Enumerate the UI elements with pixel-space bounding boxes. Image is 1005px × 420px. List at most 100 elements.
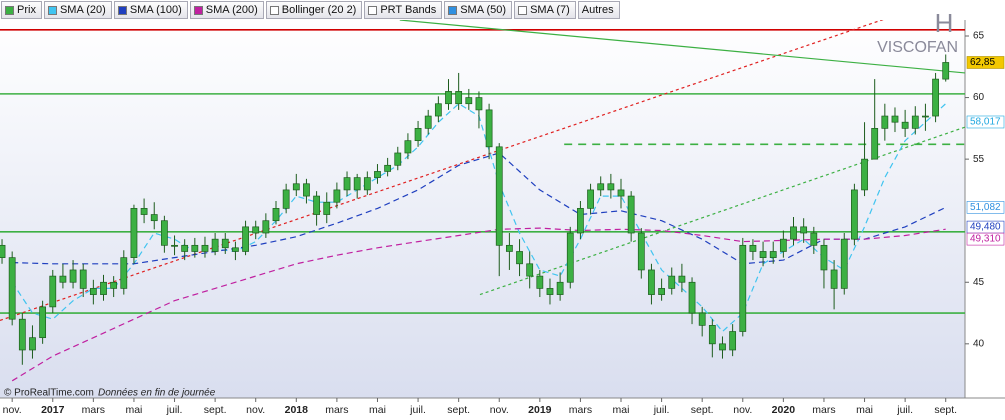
x-tick-label: mars <box>325 404 348 416</box>
legend-button[interactable]: SMA (50) <box>444 1 513 19</box>
candle-body <box>171 244 178 247</box>
candle-body <box>221 238 229 249</box>
x-tick-label: mai <box>369 404 386 416</box>
legend-label: SMA (100) <box>129 3 182 16</box>
legend-swatch <box>117 5 127 15</box>
candle-body <box>577 208 584 234</box>
legend-label: SMA (200) <box>205 3 258 16</box>
candle-body <box>658 288 665 295</box>
candle-body <box>688 281 696 314</box>
candle-body <box>160 220 168 246</box>
x-tick-label: nov. <box>246 404 265 416</box>
candle-body <box>607 183 615 191</box>
candle-body <box>100 281 107 295</box>
data-note: Données en fin de journée <box>98 388 216 399</box>
price-label: 49,310 <box>970 234 1001 245</box>
legend-button[interactable]: PRT Bands <box>364 1 443 19</box>
y-tick-label: 45 <box>973 277 985 288</box>
x-tick-label: mars <box>82 404 105 416</box>
candle-body <box>110 281 118 289</box>
x-tick-label: mars <box>569 404 592 416</box>
candle-body <box>343 177 351 191</box>
candle-body <box>455 91 463 105</box>
price-label-box <box>966 115 1005 129</box>
candle-body <box>840 238 848 289</box>
candle-body <box>292 183 300 191</box>
candle-body <box>303 183 310 197</box>
instrument-title: VISCOFAN <box>877 39 958 56</box>
legend-button[interactable]: SMA (7) <box>514 1 576 19</box>
candle-body <box>363 177 371 191</box>
candle-body <box>790 226 797 240</box>
candle-body <box>617 189 625 197</box>
candle-body <box>8 257 16 320</box>
price-label: 51,082 <box>970 202 1001 213</box>
candle-body <box>932 78 939 117</box>
x-tick-label: juil. <box>653 404 670 416</box>
x-tick-label: juil. <box>166 404 183 416</box>
candle-body <box>140 208 148 215</box>
price-label: 62,85 <box>970 57 995 68</box>
candle-body <box>881 115 889 129</box>
candle-body <box>495 146 503 246</box>
candle-body <box>739 244 747 332</box>
candle-body <box>384 164 392 172</box>
plot-background <box>0 20 965 398</box>
x-tick-label: mai <box>125 404 142 416</box>
candle-body <box>242 226 249 252</box>
candle-body <box>678 275 686 283</box>
candle-body <box>861 158 868 191</box>
price-label-box <box>966 56 1005 69</box>
candle-body <box>668 275 676 289</box>
candle-body <box>434 103 442 117</box>
x-tick-label: mai <box>613 404 630 416</box>
candle-body <box>18 318 26 351</box>
candle-body <box>597 183 605 191</box>
x-tick-label: 2020 <box>772 404 796 416</box>
legend-button[interactable]: SMA (200) <box>189 1 264 19</box>
x-tick-label: sept. <box>447 404 470 416</box>
candle-body <box>130 208 138 258</box>
trend-line <box>399 20 965 74</box>
legend-swatch <box>5 5 14 15</box>
trend-line <box>0 20 884 321</box>
legend-button[interactable]: Bollinger (20 2) <box>265 1 363 19</box>
candle-body <box>516 251 523 265</box>
candle-body <box>485 109 493 148</box>
candle-body <box>587 189 594 209</box>
candle-body <box>627 195 635 234</box>
x-tick-label: nov. <box>490 404 509 416</box>
legend-button[interactable]: SMA (100) <box>113 1 188 19</box>
candle-body <box>505 244 513 252</box>
legend-swatch <box>368 5 378 15</box>
candle-body <box>0 244 6 258</box>
candle-body <box>282 189 290 209</box>
period-label: H <box>935 8 954 38</box>
legend-button[interactable]: Autres <box>577 1 620 19</box>
candle-body <box>922 115 929 118</box>
candle-body <box>637 232 645 271</box>
candle-body <box>800 226 808 234</box>
x-tick-label: sept. <box>934 404 957 416</box>
candle-body <box>49 275 57 308</box>
legend-label: Autres <box>581 3 614 16</box>
candle-body <box>749 244 757 252</box>
legend-label: Bollinger (20 2) <box>281 3 357 16</box>
price-label: 58,017 <box>970 117 1001 128</box>
y-tick-label: 60 <box>973 92 985 103</box>
legend-swatch <box>448 5 458 15</box>
candle-body <box>150 214 158 222</box>
candle-body <box>313 195 320 215</box>
legend-button[interactable]: Prix <box>1 1 42 19</box>
candle-body <box>120 257 128 289</box>
candle-body <box>272 208 280 222</box>
candle-body <box>556 281 564 295</box>
candle-body <box>323 201 331 215</box>
candle-body <box>29 337 36 351</box>
candle-body <box>546 288 554 295</box>
legend-label: SMA (20) <box>59 3 106 16</box>
legend-button[interactable]: SMA (20) <box>43 1 112 19</box>
candle-body <box>394 152 402 166</box>
candle-body <box>424 115 432 129</box>
